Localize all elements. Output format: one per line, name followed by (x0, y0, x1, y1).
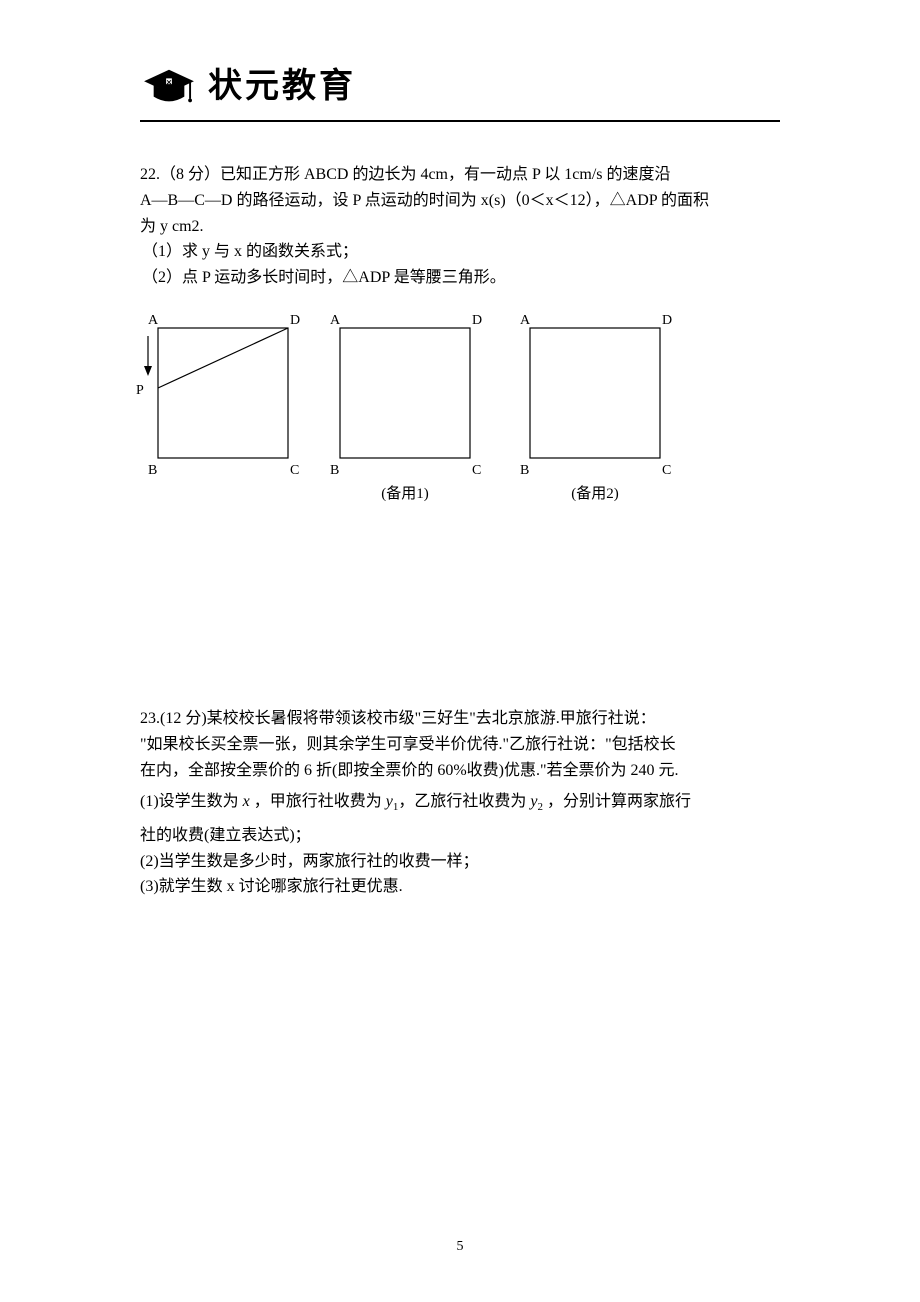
page-number: 5 (0, 1236, 920, 1258)
svg-text:A: A (330, 313, 341, 328)
graduation-cap-icon (140, 64, 198, 110)
p22-sub2: （2）点 P 运动多长时间时，△ADP 是等腰三角形。 (140, 265, 780, 291)
p23-l4-y2: y (530, 793, 537, 810)
header-divider (140, 120, 780, 122)
header-logo: 状元教育 (140, 60, 780, 114)
svg-text:C: C (290, 463, 299, 478)
problem-22: 22.（8 分）已知正方形 ABCD 的边长为 4cm，有一动点 P 以 1cm… (140, 162, 780, 506)
svg-text:A: A (148, 313, 159, 328)
svg-text:B: B (330, 463, 339, 478)
p22-line3: 为 y cm2. (140, 214, 780, 240)
figure-3-caption: (备用2) (571, 482, 619, 506)
p23-line3: 在内，全部按全票价的 6 折(即按全票价的 60%收费)优惠."若全票价为 24… (140, 758, 780, 784)
figure-1: A D P B C (130, 308, 300, 506)
svg-text:D: D (662, 313, 672, 328)
p23-l4-prefix: (1)设学生数为 (140, 793, 239, 810)
svg-text:C: C (662, 463, 671, 478)
p23-line5: 社的收费(建立表达式)； (140, 823, 780, 849)
p23-line6: (2)当学生数是多少时，两家旅行社的收费一样； (140, 849, 780, 875)
p22-line2: A—B—C—D 的路径运动，设 P 点运动的时间为 x(s)（0＜x＜12），△… (140, 188, 780, 214)
square-2-svg: A D B C (320, 308, 490, 478)
p22-line1: 22.（8 分）已知正方形 ABCD 的边长为 4cm，有一动点 P 以 1cm… (140, 162, 780, 188)
p23-line4: (1)设学生数为 x ，甲旅行社收费为 y1，乙旅行社收费为 y2 ，分别计算两… (140, 789, 780, 817)
header-title: 状元教育 (208, 60, 356, 114)
svg-text:B: B (520, 463, 529, 478)
figures-row: A D P B C A D B C (备用1) (130, 308, 780, 506)
square-3-svg: A D B C (510, 308, 680, 478)
p23-line7: (3)就学生数 x 讨论哪家旅行社更优惠. (140, 874, 780, 900)
svg-text:A: A (520, 313, 531, 328)
svg-text:D: D (472, 313, 482, 328)
square-1-svg: A D P B C (130, 308, 300, 478)
svg-text:D: D (290, 313, 300, 328)
problem-23: 23.(12 分)某校校长暑假将带领该校市级"三好生"去北京旅游.甲旅行社说： … (140, 706, 780, 899)
svg-text:P: P (136, 383, 144, 398)
svg-text:C: C (472, 463, 481, 478)
p23-l4-y1: y (386, 793, 393, 810)
svg-text:B: B (148, 463, 157, 478)
figure-2-caption: (备用1) (381, 482, 429, 506)
figure-3: A D B C (备用2) (510, 308, 680, 506)
p23-l4-x: x (243, 793, 250, 810)
p23-l4-suffix: ，分别计算两家旅行 (547, 793, 691, 810)
p23-line2: "如果校长买全票一张，则其余学生可享受半价优待."乙旅行社说："包括校长 (140, 732, 780, 758)
page-content: 状元教育 22.（8 分）已知正方形 ABCD 的边长为 4cm，有一动点 P … (0, 0, 920, 940)
p22-sub1: （1）求 y 与 x 的函数关系式； (140, 239, 780, 265)
figure-2: A D B C (备用1) (320, 308, 490, 506)
p23-l4-mid2: ，乙旅行社收费为 (398, 793, 526, 810)
p23-l4-sub2: 2 (538, 801, 544, 813)
p23-line1: 23.(12 分)某校校长暑假将带领该校市级"三好生"去北京旅游.甲旅行社说： (140, 706, 780, 732)
p23-l4-mid1: ，甲旅行社收费为 (254, 793, 382, 810)
